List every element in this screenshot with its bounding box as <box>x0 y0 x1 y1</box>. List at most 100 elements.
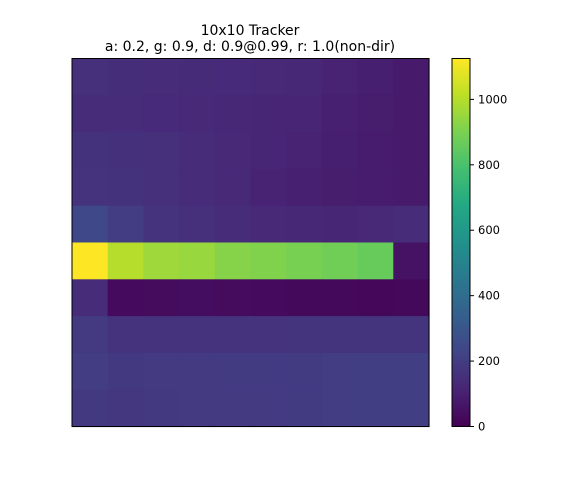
heatmap-cell-r7-c2 <box>143 316 180 354</box>
colorbar-tick-label: 0 <box>478 420 485 434</box>
heatmap-cell-r8-c9 <box>393 352 430 391</box>
heatmap-cell-r8-c6 <box>286 352 323 391</box>
heatmap-cell-r8-c5 <box>250 352 287 391</box>
heatmap-cell-r4-c6 <box>286 205 323 244</box>
colorbar-tick-label: 400 <box>478 289 500 303</box>
heatmap-cell-r2-c4 <box>214 132 252 170</box>
heatmap-cell-r1-c7 <box>321 95 359 133</box>
colorbar-ticks: 0 200 400 600 800 1000 <box>470 92 507 434</box>
heatmap-cell-r4-c5 <box>250 205 287 244</box>
heatmap-cell-r0-c5 <box>250 58 287 96</box>
heatmap-cell-r4-c4 <box>214 205 252 244</box>
heatmap-cell-r6-c0 <box>72 279 109 317</box>
colorbar-tick-label: 600 <box>478 223 500 237</box>
heatmap-cell-r9-c9 <box>393 389 430 428</box>
heatmap-cell-r5-c3 <box>179 242 216 280</box>
heatmap-cell-r6-c6 <box>286 279 323 317</box>
heatmap-cell-r2-c5 <box>250 132 287 170</box>
heatmap-cell-r6-c9 <box>393 279 430 317</box>
heatmap-cell-r6-c4 <box>214 279 252 317</box>
heatmap-cell-r0-c8 <box>357 58 394 96</box>
heatmap-cell-r5-c6 <box>286 242 323 280</box>
heatmap-cell-r6-c7 <box>321 279 359 317</box>
heatmap-cell-r3-c9 <box>393 168 430 207</box>
heatmap-cell-r3-c7 <box>321 168 359 207</box>
heatmap-cell-r1-c5 <box>250 95 287 133</box>
colorbar-tick-label: 800 <box>478 158 500 172</box>
heatmap-cell-r1-c2 <box>143 95 180 133</box>
heatmap-frame <box>71 58 430 427</box>
heatmap-cell-r7-c1 <box>107 316 144 354</box>
heatmap-cell-r0-c2 <box>143 58 180 96</box>
heatmap-cell-r2-c8 <box>357 132 394 170</box>
heatmap-cell-r3-c4 <box>214 168 252 207</box>
heatmap-cell-r1-c3 <box>179 95 216 133</box>
heatmap-cell-r4-c7 <box>321 205 359 244</box>
heatmap-cell-r1-c6 <box>286 95 323 133</box>
heatmap-cell-r3-c1 <box>107 168 144 207</box>
heatmap-cell-r8-c0 <box>72 352 109 391</box>
colorbar-tick-label: 1000 <box>478 92 507 106</box>
heatmap-cell-r5-c5 <box>250 242 287 280</box>
heatmap-cell-r4-c3 <box>179 205 216 244</box>
heatmap-cell-r2-c9 <box>393 132 430 170</box>
heatmap-cell-r0-c9 <box>393 58 430 96</box>
heatmap-cell-r0-c6 <box>286 58 323 96</box>
colorbar <box>452 58 470 427</box>
heatmap-cell-r2-c0 <box>72 132 109 170</box>
heatmap-cell-r4-c2 <box>143 205 180 244</box>
heatmap-cell-r5-c1 <box>107 242 144 280</box>
heatmap-cell-r9-c3 <box>179 389 216 428</box>
heatmap-cell-r9-c8 <box>357 389 394 428</box>
heatmap-cell-r6-c3 <box>179 279 216 317</box>
heatmap-cell-r1-c4 <box>214 95 252 133</box>
heatmap-cell-r7-c5 <box>250 316 287 354</box>
heatmap-cell-r7-c9 <box>393 316 430 354</box>
heatmap-cell-r5-c7 <box>321 242 359 280</box>
heatmap-cell-r3-c8 <box>357 168 394 207</box>
heatmap-cell-r6-c2 <box>143 279 180 317</box>
heatmap-cell-r2-c1 <box>107 132 144 170</box>
heatmap-cell-r3-c0 <box>72 168 109 207</box>
heatmap-cell-r2-c2 <box>143 132 180 170</box>
heatmap-cell-r1-c9 <box>393 95 430 133</box>
heatmap-cell-r2-c7 <box>321 132 359 170</box>
heatmap-cell-r5-c8 <box>357 242 394 280</box>
heatmap-cell-r3-c5 <box>250 168 287 207</box>
heatmap-cell-r8-c7 <box>321 352 359 391</box>
heatmap-cell-r9-c4 <box>214 389 252 428</box>
heatmap-cell-r2-c6 <box>286 132 323 170</box>
heatmap-cell-r2-c3 <box>179 132 216 170</box>
heatmap-cell-r0-c0 <box>72 58 109 96</box>
chart-subtitle: a: 0.2, g: 0.9, d: 0.9@0.99, r: 1.0(non-… <box>105 39 395 55</box>
heatmap-cell-r5-c0 <box>72 242 109 280</box>
heatmap-cell-r4-c0 <box>72 205 109 244</box>
heatmap-cell-r9-c5 <box>250 389 287 428</box>
heatmap-cell-r7-c3 <box>179 316 216 354</box>
heatmap-cell-r7-c8 <box>357 316 394 354</box>
heatmap-cell-r6-c1 <box>107 279 144 317</box>
heatmap-cell-r1-c1 <box>107 95 144 133</box>
colorbar-tick-label: 200 <box>478 354 500 368</box>
heatmap-cell-r3-c2 <box>143 168 180 207</box>
heatmap-cell-r6-c5 <box>250 279 287 317</box>
heatmap-cell-r8-c2 <box>143 352 180 391</box>
chart-title: 10x10 Tracker <box>201 23 300 39</box>
heatmap-cell-r9-c6 <box>286 389 323 428</box>
heatmap-cell-r4-c8 <box>357 205 394 244</box>
heatmap-cell-r0-c4 <box>214 58 252 96</box>
heatmap-cell-r1-c8 <box>357 95 394 133</box>
heatmap-cell-r9-c0 <box>72 389 109 428</box>
heatmap-cell-r4-c1 <box>107 205 144 244</box>
heatmap-cell-r5-c2 <box>143 242 180 280</box>
heatmap-cell-r0-c3 <box>179 58 216 96</box>
heatmap-cell-r3-c3 <box>179 168 216 207</box>
heatmap-cell-r8-c3 <box>179 352 216 391</box>
heatmap-cell-r3-c6 <box>286 168 323 207</box>
heatmap-cell-r1-c0 <box>72 95 109 133</box>
heatmap-cell-r9-c7 <box>321 389 359 428</box>
heatmap-cell-r4-c9 <box>393 205 430 244</box>
heatmap-cell-r0-c7 <box>321 58 359 96</box>
heatmap-cell-r7-c6 <box>286 316 323 354</box>
